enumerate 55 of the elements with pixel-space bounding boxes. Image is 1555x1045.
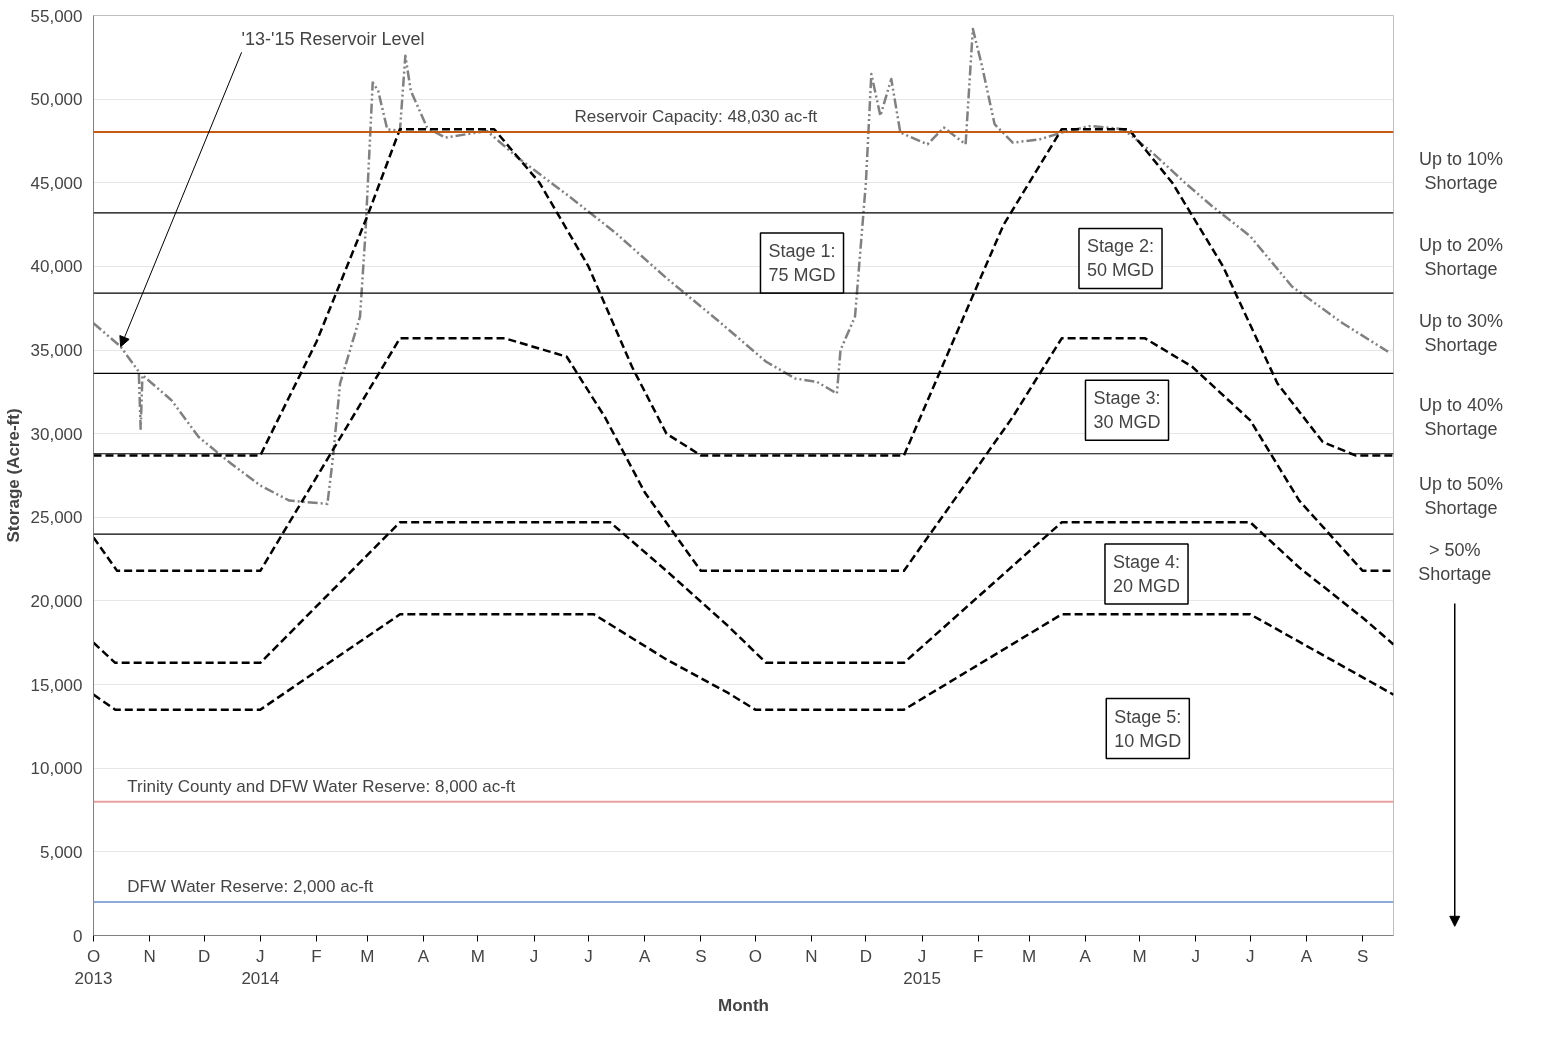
ref-line-label: Reservoir Capacity: 48,030 ac-ft (574, 107, 818, 127)
x-tick-label: J 2014 (241, 946, 280, 989)
text: Up to 10% Shortage (1418, 148, 1504, 193)
text: Up to 50% Shortage (1418, 473, 1504, 518)
line-series (93, 521, 1394, 665)
y-tick-label: 30,000 (30, 424, 83, 444)
x-tick-label: O (748, 946, 762, 966)
x-tick-label: J (584, 946, 593, 966)
x-tick-label: A (417, 946, 430, 966)
x-tick-label: S (695, 946, 707, 966)
x-tick-label: J 2015 (903, 946, 942, 989)
x-axis-title: Month (718, 996, 769, 1016)
text: Up to 30% Shortage (1418, 310, 1504, 355)
annotation: Stage 5: 10 MGD (1114, 706, 1182, 751)
x-tick-label: J (1191, 946, 1201, 966)
y-tick-label: 50,000 (30, 90, 83, 110)
text: Up to 20% Shortage (1418, 235, 1504, 280)
y-tick-label: 25,000 (30, 508, 83, 528)
annotation: Stage 2: 50 MGD (1086, 236, 1155, 281)
y-tick-label: 10,000 (30, 759, 83, 779)
y-tick-label: 0 (73, 926, 83, 946)
y-tick-label: 15,000 (30, 675, 83, 695)
x-tick-label: A (1079, 946, 1092, 966)
x-tick-label: M (470, 946, 485, 966)
ref-line-label: Trinity County and DFW Water Reserve: 8,000 ac-ft (127, 776, 516, 796)
x-tick-label: M (360, 946, 375, 966)
annotation: Stage 4: 20 MGD (1112, 551, 1181, 596)
x-tick-label: J (529, 946, 539, 966)
x-tick-label: J (1246, 946, 1255, 966)
x-tick-label: M (1021, 946, 1037, 966)
x-tick-label: D (859, 946, 873, 966)
x-tick-label: A (1300, 946, 1313, 966)
line-series (93, 613, 1394, 711)
annotation: Stage 3: 30 MGD (1093, 388, 1161, 433)
x-tick-label: F (973, 946, 984, 966)
x-tick-label: D (197, 946, 211, 966)
y-tick-label: 35,000 (30, 341, 83, 361)
text: Up to 40% Shortage (1418, 394, 1504, 439)
x-tick-label: N (143, 946, 156, 966)
y-tick-label: 5,000 (39, 842, 83, 862)
ref-line-label: DFW Water Reserve: 2,000 ac-ft (127, 877, 374, 897)
y-tick-label: 40,000 (30, 257, 83, 277)
x-tick-label: A (639, 946, 652, 966)
annotation: Stage 1: 75 MGD (768, 240, 836, 285)
x-tick-label: N (805, 946, 818, 966)
y-tick-label: 45,000 (30, 173, 83, 193)
text: > 50% Shortage (1418, 539, 1492, 584)
x-tick-label: S (1357, 946, 1369, 966)
x-tick-label: M (1132, 946, 1147, 966)
series-label: '13-'15 Reservoir Level (241, 28, 425, 49)
x-tick-label: F (311, 946, 322, 966)
y-tick-label: 55,000 (30, 6, 83, 26)
y-axis-title: Storage (Acre-ft) (3, 408, 23, 543)
x-tick-label: O 2013 (74, 946, 113, 989)
y-tick-label: 20,000 (30, 591, 83, 611)
